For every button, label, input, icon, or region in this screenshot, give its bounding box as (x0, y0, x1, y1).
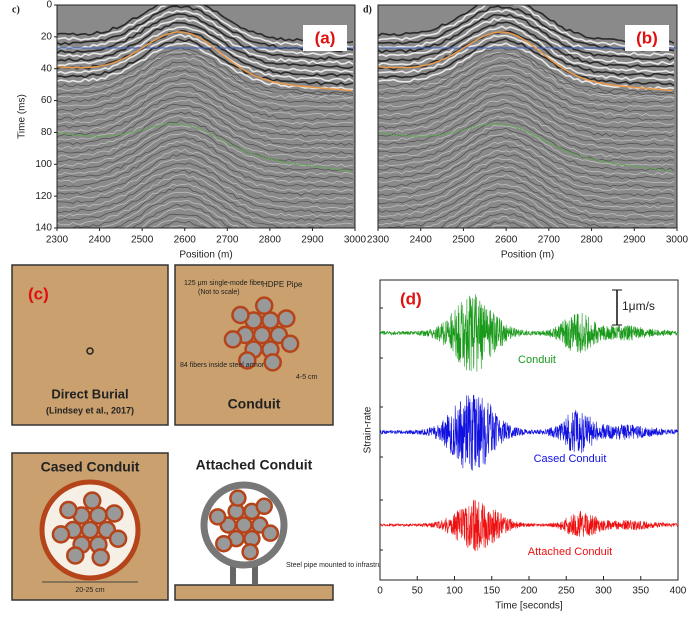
pipe (256, 298, 272, 314)
pipe (225, 331, 241, 347)
citation: (Lindsey et al., 2017) (46, 405, 134, 415)
note: (Not to scale) (198, 289, 240, 296)
x-tick-label: 2300 (367, 235, 390, 246)
x-tick-label: 300 (595, 586, 612, 597)
pipe (67, 547, 83, 563)
note: 4-5 cm (296, 374, 318, 381)
y-tick-label: 120 (35, 191, 52, 202)
pipe (60, 502, 76, 518)
x-tick-label: 2600 (174, 235, 197, 246)
x-tick-label: 100 (446, 586, 463, 597)
x-tick-label: 2800 (580, 235, 603, 246)
panel-label: (c) (28, 284, 49, 303)
x-tick-label: 2400 (410, 235, 433, 246)
trace-label: Cased Conduit (534, 453, 607, 465)
panel-label: (d) (400, 289, 422, 308)
x-tick-label: 2900 (301, 235, 324, 246)
y-tick-label: 20 (41, 31, 53, 42)
x-axis-label: Position (m) (501, 250, 554, 261)
ground (175, 585, 333, 600)
corner-label: d) (363, 4, 372, 15)
scale-label: 1μm/s (622, 299, 655, 313)
y-axis-label: Strain-rate (363, 406, 374, 453)
y-tick-label: 0 (46, 0, 52, 11)
figure: Direct Burial (Lindsey et al., 2017) 125… (0, 0, 691, 615)
x-axis-label: Time [seconds] (495, 601, 563, 612)
pipe (265, 354, 281, 370)
note: 20-25 cm (75, 587, 104, 594)
x-tick-label: 2700 (538, 235, 561, 246)
y-tick-label: 40 (41, 63, 53, 74)
note: 125 μm single-mode fiber (184, 280, 264, 287)
x-tick-label: 0 (377, 586, 383, 597)
box-title: Direct Burial (51, 386, 128, 401)
panel-label: (a) (315, 28, 336, 47)
y-axis-label: Time (ms) (17, 94, 28, 139)
pipe (257, 499, 272, 514)
x-tick-label: 400 (670, 586, 687, 597)
x-tick-label: 250 (558, 586, 575, 597)
pipe (106, 505, 122, 521)
pipe (278, 310, 294, 326)
y-tick-label: 140 (35, 223, 52, 234)
pipe (232, 307, 248, 323)
x-tick-label: 200 (521, 586, 538, 597)
pipe (93, 549, 109, 565)
box-title: Attached Conduit (196, 457, 313, 473)
x-tick-label: 150 (483, 586, 500, 597)
x-tick-label: 2800 (259, 235, 282, 246)
pipe (216, 536, 231, 551)
trace-label: Attached Conduit (528, 546, 612, 558)
pipe (110, 531, 126, 547)
y-tick-label: 80 (41, 127, 53, 138)
x-tick-label: 2700 (216, 235, 239, 246)
pipe (243, 544, 258, 559)
note: 84 fibers inside steel armor (180, 362, 265, 369)
x-tick-label: 3000 (666, 235, 689, 246)
x-tick-label: 350 (632, 586, 649, 597)
x-tick-label: 3000 (344, 235, 367, 246)
pipe (254, 327, 270, 343)
trace-label: Conduit (518, 354, 556, 366)
x-tick-label: 2500 (131, 235, 154, 246)
pipe (282, 336, 298, 352)
y-tick-label: 100 (35, 159, 52, 170)
pipe (237, 518, 252, 533)
y-tick-label: 60 (41, 95, 53, 106)
reflector (57, 226, 353, 268)
corner-label: c) (12, 4, 20, 15)
pipe (84, 493, 100, 509)
box-title: Conduit (228, 396, 281, 412)
box-title: Cased Conduit (41, 459, 140, 475)
pipe (263, 526, 278, 541)
pipe (53, 526, 69, 542)
pipe (210, 509, 225, 524)
x-axis-label: Position (m) (179, 250, 232, 261)
x-tick-label: 2400 (88, 235, 111, 246)
reflector (378, 225, 674, 267)
x-tick-label: 2600 (495, 235, 518, 246)
x-tick-label: 2900 (623, 235, 646, 246)
x-tick-label: 2300 (46, 235, 69, 246)
x-tick-label: 2500 (452, 235, 475, 246)
pipe (230, 491, 245, 506)
pipe (82, 522, 98, 538)
panel-label: (b) (636, 28, 658, 47)
reflector (378, 242, 674, 284)
note: HDPE Pipe (262, 280, 303, 289)
x-tick-label: 50 (412, 586, 424, 597)
